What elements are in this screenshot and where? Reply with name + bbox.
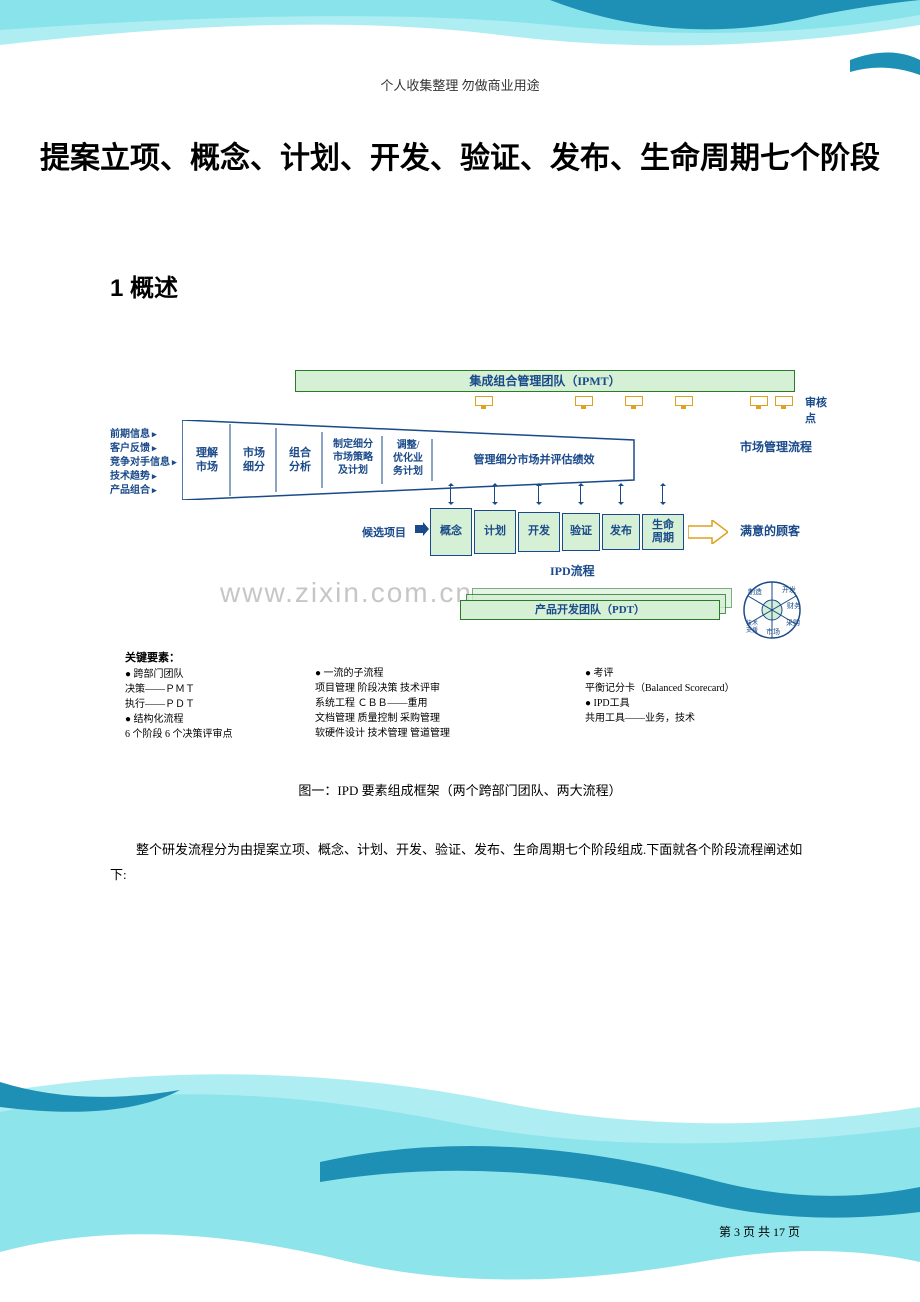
page-header: 个人收集整理 勿做商业用途 xyxy=(0,75,920,94)
key-row: ● 跨部门团队 xyxy=(125,667,285,682)
section-heading: 1 概述 xyxy=(110,268,178,303)
key-row: 6 个阶段 6 个决策评审点 xyxy=(125,727,285,742)
funnel-stage: 调整/优化业务计划 xyxy=(384,426,432,490)
svg-text:支援: 支援 xyxy=(746,626,758,634)
input-item: 技术趋势 xyxy=(110,470,177,484)
funnel-stage: 市场细分 xyxy=(232,428,276,492)
key-row: 决策——ＰＭＴ xyxy=(125,682,285,697)
ipd-stage: 计划 xyxy=(474,510,516,554)
key-row: 共用工具——业务，技术 xyxy=(585,711,805,726)
funnel-stage: 理解市场 xyxy=(184,428,230,492)
svg-text:技术: 技术 xyxy=(746,619,758,627)
funnel-stage: 组合分析 xyxy=(278,428,322,492)
ipmt-bar: 集成组合管理团队（IPMT） xyxy=(295,370,795,392)
funnel-stage: 制定细分市场策略及计划 xyxy=(324,425,382,489)
key-row: ● 考评 xyxy=(585,666,805,681)
watermark: www.zixin.com.cn xyxy=(220,577,473,609)
ipd-stage: 验证 xyxy=(562,513,600,551)
wave-decoration-bottom xyxy=(0,1052,920,1302)
svg-text:市场: 市场 xyxy=(766,627,780,636)
key-row: ● 结构化流程 xyxy=(125,712,285,727)
page-title: 提案立项、概念、计划、开发、验证、发布、生命周期七个阶段 xyxy=(0,135,920,183)
svg-text:开发: 开发 xyxy=(782,585,796,594)
svg-text:采购: 采购 xyxy=(786,618,800,627)
svg-text:制造: 制造 xyxy=(748,587,762,596)
big-arrow-icon xyxy=(688,520,728,544)
funnel-stage: 管理细分市场并评估绩效 xyxy=(434,428,634,492)
ipd-flow-label: IPD流程 xyxy=(550,562,595,579)
figure-caption: 图一：IPD 要素组成框架（两个跨部门团队、两大流程） xyxy=(0,780,920,799)
arrow-icon xyxy=(415,522,429,536)
ipd-stage: 概念 xyxy=(430,508,472,556)
ipd-stage: 开发 xyxy=(518,512,560,552)
input-item: 产品组合 xyxy=(110,484,177,498)
review-markers xyxy=(470,394,800,412)
market-management-label: 市场管理流程 xyxy=(740,438,812,455)
key-row: 执行——ＰＤＴ xyxy=(125,697,285,712)
review-point-label: 审核点 xyxy=(805,394,830,426)
satisfied-customer-label: 满意的顾客 xyxy=(740,522,800,539)
key-row: 文档管理 质量控制 采购管理 xyxy=(315,711,565,726)
body-paragraph: 整个研发流程分为由提案立项、概念、计划、开发、验证、发布、生命周期七个阶段组成.… xyxy=(110,838,810,887)
input-labels: 前期信息 客户反馈 竞争对手信息 技术趋势 产品组合 xyxy=(110,428,177,498)
svg-text:财务: 财务 xyxy=(787,601,801,610)
key-row: ● IPD工具 xyxy=(585,696,805,711)
input-item: 竞争对手信息 xyxy=(110,456,177,470)
key-elements-title: 关键要素： xyxy=(125,650,285,667)
key-row: 平衡记分卡（Balanced Scorecard） xyxy=(585,681,805,696)
ipd-stage: 发布 xyxy=(602,514,640,550)
input-item: 前期信息 xyxy=(110,428,177,442)
input-item: 客户反馈 xyxy=(110,442,177,456)
pdt-circle-badge: 开发 财务 采购 市场 技术 支援 制造 xyxy=(742,580,802,640)
candidate-label: 候选项目 xyxy=(362,524,406,540)
key-row: ● 一流的子流程 xyxy=(315,666,565,681)
key-row: 系统工程 ＣＢＢ——重用 xyxy=(315,696,565,711)
key-row: 项目管理 阶段决策 技术评审 xyxy=(315,681,565,696)
ipd-diagram: 集成组合管理团队（IPMT） 审核点 前期信息 客户反馈 竞争对手信息 技术趋势… xyxy=(110,370,830,770)
ipd-stage: 生命周期 xyxy=(642,514,684,550)
page-number: 第 3 页 共 17 页 xyxy=(719,1223,800,1240)
key-row: 软硬件设计 技术管理 管道管理 xyxy=(315,726,565,741)
